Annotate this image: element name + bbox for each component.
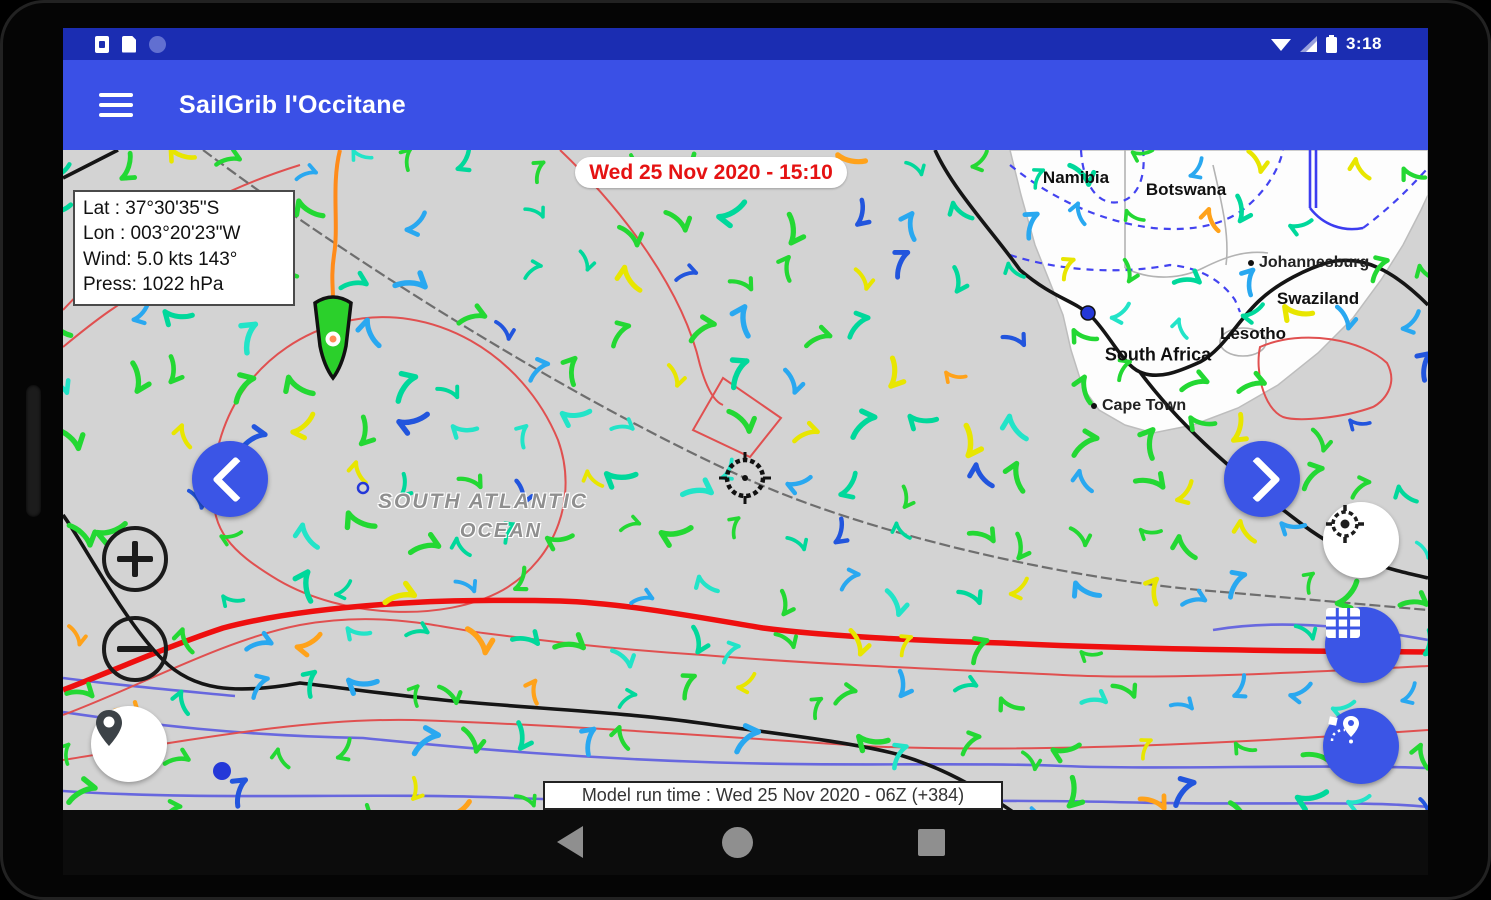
file-icon	[122, 35, 136, 53]
volume-rocker[interactable]	[26, 385, 41, 517]
battery-icon	[1325, 35, 1337, 53]
routing-button[interactable]	[1323, 708, 1399, 784]
city-label-johannesburg: Johannesburg	[1248, 254, 1369, 272]
chevron-right-icon	[1233, 455, 1281, 503]
home-button[interactable]	[719, 824, 755, 860]
grid-table-icon	[1326, 608, 1360, 638]
previous-timestep-button[interactable]	[192, 441, 268, 517]
app-bar: SailGrib l'Occitane	[63, 60, 1428, 150]
minus-icon	[117, 646, 153, 652]
forecast-timestamp: Wed 25 Nov 2020 - 15:10	[575, 157, 847, 188]
coast-dot	[1080, 305, 1096, 321]
info-press: Press: 1022 hPa	[83, 274, 224, 296]
info-lat: Lat : 37°30'35"S	[83, 198, 220, 219]
city-label-cape-town: Cape Town	[1091, 397, 1186, 415]
chevron-left-icon	[211, 455, 259, 503]
device-screen: 3:18 SailGrib l'Occitane	[63, 28, 1428, 875]
info-wind: Wind: 5.0 kts 143°	[83, 248, 238, 270]
waypoint-dot	[213, 762, 231, 780]
back-button[interactable]	[552, 824, 588, 860]
boat-icon	[313, 295, 353, 381]
ocean-label-line1: SOUTH ATLANTIC	[378, 490, 588, 513]
boat-track	[330, 150, 342, 299]
places-button[interactable]	[91, 706, 167, 782]
small-ring-marker	[356, 481, 370, 495]
country-label-botswana: Botswana	[1145, 180, 1227, 199]
city-dot	[1248, 260, 1254, 266]
zoom-in-button[interactable]	[102, 526, 168, 592]
country-label-south-africa: South Africa	[1104, 344, 1212, 365]
recents-icon	[917, 828, 945, 856]
back-icon	[557, 826, 583, 858]
cursor-info-box: Lat : 37°30'35"S Lon : 003°20'23"W Wind:…	[73, 190, 295, 306]
info-lon: Lon : 003°20'23"W	[83, 223, 241, 245]
my-location-button[interactable]	[1323, 502, 1399, 578]
model-run-label: Model run time : Wed 25 Nov 2020 - 06Z (…	[543, 781, 1003, 810]
dim-app-icon	[149, 35, 166, 53]
menu-icon[interactable]	[99, 93, 133, 117]
status-bar: 3:18	[63, 28, 1428, 60]
country-label-namibia: Namibia	[1042, 168, 1110, 187]
recents-button[interactable]	[913, 824, 949, 860]
notification-icon	[95, 35, 109, 53]
weather-map[interactable]: SOUTH ATLANTIC OCEAN Namibia Botswana Sw…	[63, 150, 1428, 810]
gps-target-icon	[1326, 505, 1364, 543]
city-dot	[1091, 403, 1097, 409]
next-timestep-button[interactable]	[1224, 441, 1300, 517]
grib-table-button[interactable]	[1325, 607, 1401, 683]
country-label-lesotho: Lesotho	[1219, 324, 1287, 343]
ocean-label-line2: OCEAN	[459, 520, 543, 542]
plus-icon-vertical	[132, 541, 138, 577]
cell-signal-icon	[1299, 36, 1317, 52]
clock: 3:18	[1345, 34, 1382, 53]
app-title: SailGrib l'Occitane	[179, 90, 407, 119]
wifi-icon	[1270, 39, 1291, 51]
zoom-out-button[interactable]	[102, 616, 168, 682]
target-marker	[719, 452, 771, 504]
country-label-swaziland: Swaziland	[1276, 289, 1360, 308]
home-icon	[721, 826, 753, 858]
android-nav-bar	[63, 810, 1428, 875]
location-pin-icon	[96, 710, 122, 746]
route-pin-icon	[1328, 716, 1359, 744]
